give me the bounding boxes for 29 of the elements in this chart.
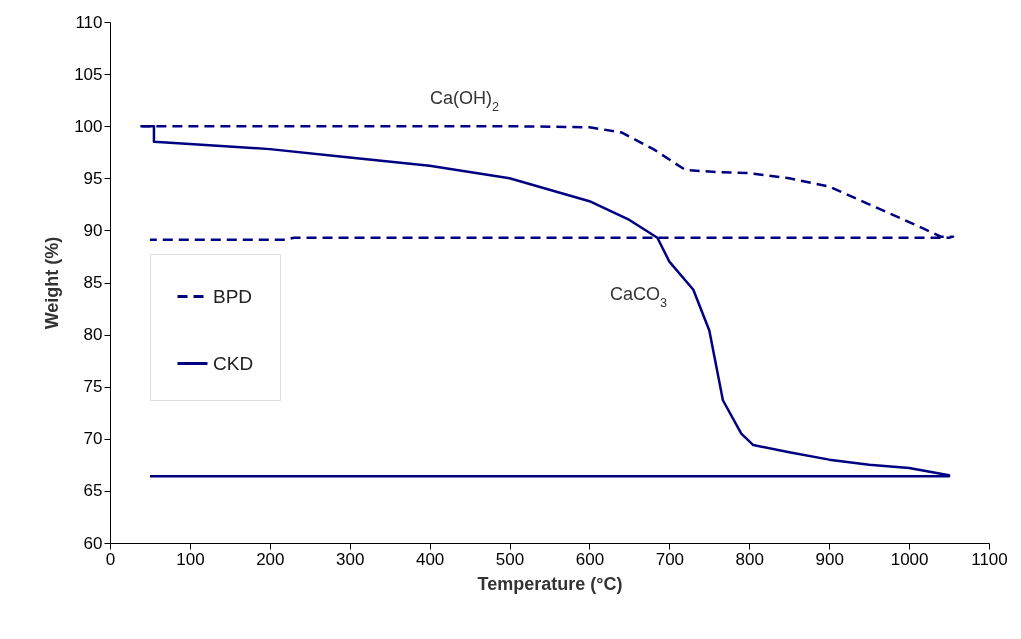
x-tick-label: 800 <box>735 549 764 569</box>
y-tick-label: 105 <box>74 64 103 84</box>
y-tick-label: 75 <box>83 377 103 397</box>
x-tick-label: 100 <box>176 549 205 569</box>
y-axis-title: Weight (%) <box>42 236 63 330</box>
y-tick-label: 100 <box>74 116 103 136</box>
x-tick-label: 500 <box>495 549 525 569</box>
x-tick-label: 0 <box>105 549 116 569</box>
legend-label: CKD <box>213 352 254 374</box>
x-tick-label: 300 <box>336 549 365 569</box>
x-tick-label: 1000 <box>890 549 929 569</box>
y-tick-label: 60 <box>83 533 103 553</box>
y-tick-label: 90 <box>83 220 103 240</box>
x-tick-label: 700 <box>655 549 685 569</box>
legend-label: BPD <box>213 285 253 307</box>
annotation: CaCO$_{3}$ <box>610 284 668 310</box>
y-tick-label: 110 <box>75 12 103 32</box>
x-tick-label: 900 <box>815 549 844 569</box>
y-tick-label: 70 <box>83 429 103 449</box>
x-tick-label: 1100 <box>971 549 1008 569</box>
x-tick-label: 600 <box>575 549 605 569</box>
y-tick-label: 65 <box>83 481 103 501</box>
x-axis-title: Temperature (°C) <box>477 573 623 594</box>
x-tick-label: 200 <box>256 549 285 569</box>
x-tick-label: 400 <box>415 549 445 569</box>
y-tick-label: 95 <box>83 168 103 188</box>
y-tick-label: 85 <box>83 273 103 292</box>
annotation: Ca(OH)$_{2}$ <box>430 88 500 114</box>
y-tick-label: 80 <box>83 325 103 345</box>
